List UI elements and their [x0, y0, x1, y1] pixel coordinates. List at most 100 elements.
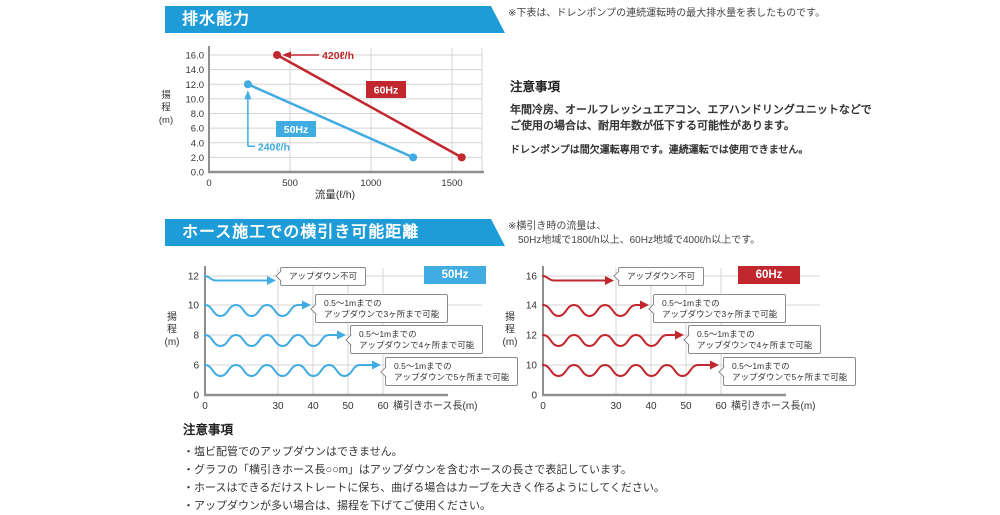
callout-text: アップダウンで4ヶ所まで可能 — [359, 339, 475, 350]
callout-text: 0.5〜1mまでの — [662, 298, 720, 308]
arrow-head — [337, 330, 346, 340]
x-axis-title: 横引きホース長(m) — [731, 399, 816, 412]
x-axis-title: 横引きホース長(m) — [393, 399, 478, 412]
hose-cautions-heading: 注意事項 — [183, 423, 234, 437]
freq-label-50hz: 50Hz — [284, 124, 309, 136]
y-axis-title: 揚 — [167, 310, 177, 323]
pump-caution-line-1: 年間冷房、オールフレッシュエアコン、エアハンドリングユニットなどで — [510, 104, 872, 116]
freq-label-60hz: 60Hz — [738, 266, 800, 284]
wave-line — [204, 363, 373, 378]
freq-label-50hz: 50Hz — [424, 266, 486, 284]
x-tick-label: 0 — [202, 401, 208, 412]
flow-label-60hz: 420ℓ/h — [322, 50, 354, 62]
pump-cautions-heading: 注意事項 — [510, 80, 561, 94]
callout-60hz-row4: 0.5〜1mまでの アップダウンで5ヶ所まで可能 — [723, 357, 857, 386]
y-tick-label: 0.0 — [191, 168, 204, 179]
callout-text: アップダウンで3ヶ所まで可能 — [662, 308, 778, 319]
hose-note-line-1: ※横引き時の流量は、 — [508, 221, 607, 232]
series-line-50Hz — [247, 83, 414, 159]
y-tick-label: 8.0 — [191, 109, 204, 120]
y-axis-title: (m) — [503, 337, 518, 348]
callout-text: アップダウンで5ヶ所まで可能 — [394, 371, 510, 382]
y-tick-label: 0 — [193, 391, 199, 402]
callout-text: アップダウン不可 — [289, 271, 358, 281]
x-tick-label: 50 — [680, 401, 692, 412]
callout-50hz-row3: 0.5〜1mまでの アップダウンで4ヶ所まで可能 — [350, 325, 484, 354]
section-banner-pump-capacity: 排水能力 — [165, 6, 505, 33]
y-axis-title: 程 — [505, 324, 515, 336]
pump-performance-chart: 0.0 2.0 4.0 6.0 8.0 10.0 12.0 14.0 16.0 0 500 1000 1… — [159, 46, 484, 201]
data-point — [457, 153, 466, 162]
y-tick-label: 12 — [526, 331, 538, 342]
hose-section-note: ※横引き時の流量は、 50Hz地域で180ℓ/h以上、60Hz地域で400ℓ/h… — [508, 220, 760, 248]
y-tick-label: 10 — [526, 361, 538, 372]
wave-line — [542, 363, 711, 378]
x-tick-label: 30 — [272, 401, 284, 412]
callout-50hz-row4: 0.5〜1mまでの アップダウンで5ヶ所まで可能 — [385, 357, 519, 386]
y-tick-label: 10.0 — [186, 94, 205, 105]
y-tick-label: 0 — [531, 391, 537, 402]
hose-chart-60hz: 16 14 12 10 00 30 40 50 60 横引きホース長(m) 揚程(m) — [503, 266, 820, 412]
callout-text: 0.5〜1mまでの — [324, 298, 382, 308]
pump-caution-sub: ドレンポンプは間欠運転専用です。連続運転では使用できません。 — [510, 145, 809, 156]
wave-line — [204, 303, 303, 318]
y-tick-label: 14.0 — [186, 65, 205, 76]
callout-text: 0.5〜1mまでの — [394, 361, 452, 371]
x-tick-label: 40 — [307, 401, 319, 412]
arrow-head — [605, 276, 614, 285]
callout-50hz-row2: 0.5〜1mまでの アップダウンで3ヶ所まで可能 — [315, 294, 449, 323]
freq-label-box-50hz — [276, 121, 316, 137]
series-line-60Hz — [276, 53, 463, 159]
arrow-head — [244, 90, 252, 100]
callout-60hz-row3: 0.5〜1mまでの アップダウンで4ヶ所まで可能 — [688, 325, 822, 354]
callout-text: 0.5〜1mまでの — [732, 361, 790, 371]
hose-cautions: 注意事項 ・塩ビ配管でのアップダウンはできません。 ・グラフの「横引きホース長○… — [183, 419, 823, 515]
callout-60hz-row2: 0.5〜1mまでの アップダウンで3ヶ所まで可能 — [653, 294, 787, 323]
callout-50hz-row1: アップダウン不可 — [280, 267, 367, 286]
x-tick-label: 50 — [342, 401, 354, 412]
callout-text: 0.5〜1mまでの — [359, 329, 417, 339]
y-tick-label: 2.0 — [191, 153, 204, 164]
pump-cautions: 注意事項 年間冷房、オールフレッシュエアコン、エアハンドリングユニットなどで ご… — [510, 76, 970, 156]
wave-line — [542, 275, 606, 282]
y-tick-label: 8 — [193, 331, 199, 342]
data-point — [243, 80, 252, 89]
y-tick-label: 12.0 — [186, 80, 205, 91]
x-tick-label: 60 — [377, 401, 389, 412]
callout-text: アップダウンで4ヶ所まで可能 — [697, 339, 813, 350]
x-tick-label: 60 — [715, 401, 727, 412]
callout-text: 0.5〜1mまでの — [697, 329, 755, 339]
y-axis-title: 揚 — [505, 310, 515, 323]
y-axis-title: 程 — [167, 324, 177, 336]
callout-60hz-row1: アップダウン不可 — [618, 267, 705, 286]
arrow-head — [267, 276, 276, 285]
y-tick-label: 12 — [188, 272, 200, 283]
x-tick-label: 500 — [282, 178, 298, 189]
wave-line — [542, 303, 641, 318]
y-tick-label: 16 — [526, 272, 538, 283]
y-axis-title: (m) — [159, 115, 173, 126]
callout-text: アップダウン不可 — [627, 271, 696, 281]
arrow-head — [372, 360, 381, 370]
arrow-head — [640, 300, 649, 310]
pump-caution-line-2: ご使用の場合は、耐用年数が低下する可能性があります。 — [510, 120, 795, 132]
wave-line — [204, 275, 268, 282]
arrow-head — [675, 330, 684, 340]
hose-note-line-2: 50Hz地域で180ℓ/h以上、60Hz地域で400ℓ/h以上です。 — [518, 235, 761, 246]
freq-label-box-60hz — [366, 81, 406, 98]
arrow-head — [710, 360, 719, 370]
flow-label-50hz: 240ℓ/h — [258, 141, 290, 153]
y-tick-label: 16.0 — [186, 51, 205, 62]
pump-section-note: ※下表は、ドレンポンプの連続運転時の最大排水量を表したものです。 — [508, 8, 826, 19]
y-tick-label: 14 — [526, 301, 538, 312]
freq-label-60hz: 60Hz — [374, 85, 399, 97]
wave-line — [542, 333, 676, 348]
y-axis-title: (m) — [165, 337, 180, 348]
x-tick-label: 0 — [540, 401, 546, 412]
callout-text: アップダウンで5ヶ所まで可能 — [732, 371, 848, 382]
y-axis-title: 揚 — [161, 89, 171, 101]
y-axis-title: 程 — [161, 103, 171, 114]
x-axis-title: 流量(ℓ/h) — [315, 188, 355, 201]
hose-caution-item: ・塩ビ配管でのアップダウンはできません。 — [183, 446, 403, 458]
arrow-head — [302, 300, 311, 310]
